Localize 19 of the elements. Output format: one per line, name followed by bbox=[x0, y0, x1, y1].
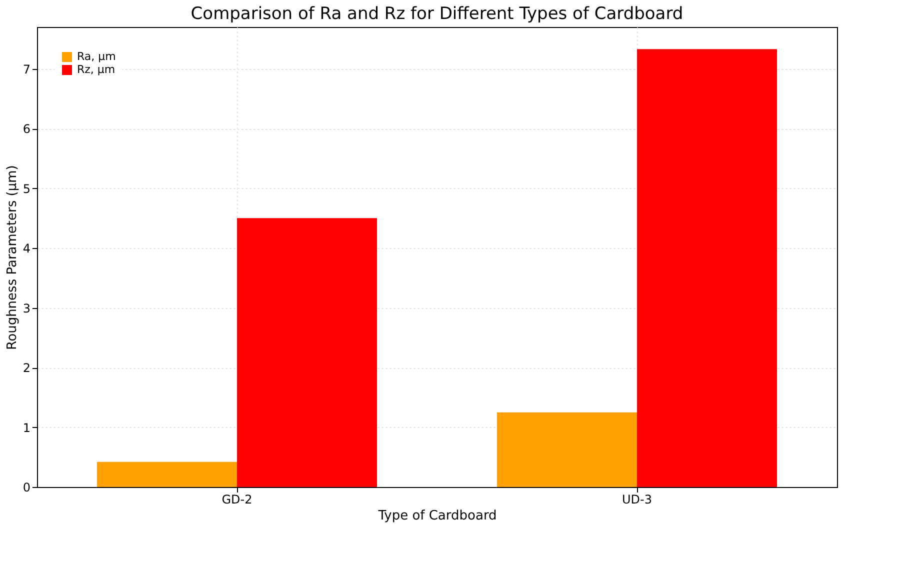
y-tick-label: 0 bbox=[22, 480, 30, 494]
bar bbox=[237, 218, 377, 487]
y-tick-label: 2 bbox=[22, 361, 30, 376]
bar bbox=[97, 462, 237, 487]
bar bbox=[497, 412, 637, 487]
x-axis-title: Type of Cardboard bbox=[377, 508, 497, 524]
y-tick-label: 5 bbox=[22, 182, 30, 196]
y-tick-label: 1 bbox=[22, 420, 30, 435]
legend-label: Ra, µm bbox=[77, 50, 116, 63]
legend-label: Rz, µm bbox=[77, 63, 116, 76]
y-tick-label: 3 bbox=[22, 301, 30, 316]
y-tick-label: 4 bbox=[22, 242, 30, 256]
x-tick-label: GD-2 bbox=[222, 492, 252, 506]
y-axis-title: Roughness Parameters (µm) bbox=[4, 165, 20, 350]
y-tick-label: 7 bbox=[22, 62, 30, 76]
x-tick-label: UD-3 bbox=[622, 492, 652, 506]
chart-title: Comparison of Ra and Rz for Different Types of Cardboard bbox=[190, 4, 684, 24]
bar bbox=[637, 49, 777, 487]
y-tick-label: 6 bbox=[22, 122, 30, 136]
